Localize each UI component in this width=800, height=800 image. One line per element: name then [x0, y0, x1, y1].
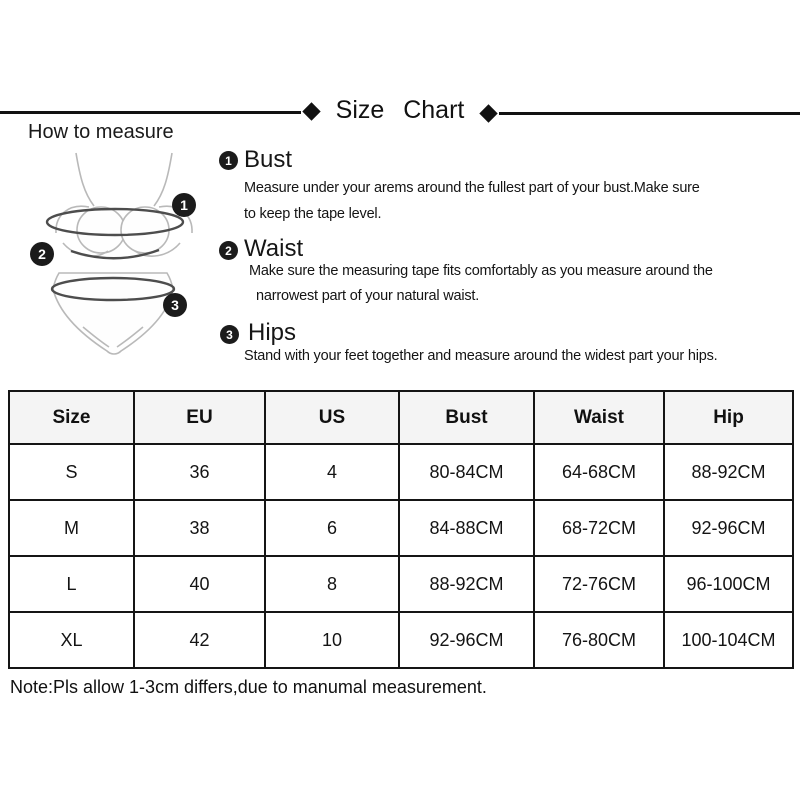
cell-us: 4: [264, 443, 400, 501]
table-row-s: S 36 4 80-84CM 64-68CM 88-92CM: [8, 443, 794, 501]
header-rule-right: [499, 112, 800, 115]
bust-tape-icon: [45, 207, 185, 237]
header-rule-left: [0, 111, 301, 114]
illustration-marker-1: 1: [172, 193, 196, 217]
bust-instruction-line-2: to keep the tape level.: [244, 206, 382, 222]
col-header-waist: Waist: [533, 390, 665, 445]
bra-strap-right-icon: [153, 152, 173, 207]
hip-tape-icon: [50, 276, 176, 302]
cell-eu: 38: [133, 499, 266, 557]
how-to-measure-title: How to measure: [28, 121, 174, 143]
cell-size: XL: [8, 611, 135, 669]
section-body-bust: Measure under your arems around the full…: [244, 175, 700, 227]
section-title-waist: Waist: [244, 235, 304, 262]
cell-hip: 88-92CM: [663, 443, 794, 501]
cell-bust: 84-88CM: [398, 499, 535, 557]
section-number-bust: 1: [219, 151, 238, 170]
bra-cup-left-icon: [76, 206, 126, 254]
cell-us: 10: [264, 611, 400, 669]
bra-strap-left-icon: [75, 152, 95, 207]
section-number-hips: 3: [220, 325, 239, 344]
cell-waist: 68-72CM: [533, 499, 665, 557]
waist-instruction-line-2: narrowest part of your natural waist.: [256, 288, 480, 304]
cell-bust: 88-92CM: [398, 555, 535, 613]
bra-band-right-icon: [134, 242, 181, 257]
measurement-note: Note:Pls allow 1-3cm differs,due to manu…: [10, 677, 487, 697]
cell-bust: 92-96CM: [398, 611, 535, 669]
col-header-hip: Hip: [663, 390, 794, 445]
bikini-measure-illustration: [45, 152, 193, 355]
cell-waist: 76-80CM: [533, 611, 665, 669]
panty-outline-icon: [52, 272, 174, 355]
cell-eu: 40: [133, 555, 266, 613]
hips-instruction-line-1: Stand with your feet together and measur…: [244, 348, 718, 364]
illustration-marker-3: 3: [163, 293, 187, 317]
col-header-bust: Bust: [398, 390, 535, 445]
cell-waist: 64-68CM: [533, 443, 665, 501]
panty-leg-right-icon: [116, 326, 144, 348]
section-title-hips: Hips: [248, 319, 297, 346]
table-row-l: L 40 8 88-92CM 72-76CM 96-100CM: [8, 555, 794, 613]
table-row-m: M 38 6 84-88CM 68-72CM 92-96CM: [8, 499, 794, 557]
bra-cup-right-icon: [120, 206, 170, 254]
cell-hip: 96-100CM: [663, 555, 794, 613]
col-header-eu: EU: [133, 390, 266, 445]
panty-leg-left-icon: [82, 326, 110, 348]
section-body-hips: Stand with your feet together and measur…: [244, 348, 718, 364]
section-number-waist: 2: [219, 241, 238, 260]
cell-eu: 42: [133, 611, 266, 669]
col-header-size: Size: [8, 390, 135, 445]
cell-waist: 72-76CM: [533, 555, 665, 613]
size-table: Size EU US Bust Waist Hip S 36 4 80-84CM…: [8, 390, 794, 669]
waist-tape-icon: [70, 248, 160, 260]
table-row-xl: XL 42 10 92-96CM 76-80CM 100-104CM: [8, 611, 794, 669]
cell-hip: 92-96CM: [663, 499, 794, 557]
cell-us: 6: [264, 499, 400, 557]
cell-size: S: [8, 443, 135, 501]
waist-instruction-line-1: Make sure the measuring tape fits comfor…: [249, 263, 713, 279]
cell-bust: 80-84CM: [398, 443, 535, 501]
cell-eu: 36: [133, 443, 266, 501]
col-header-us: US: [264, 390, 400, 445]
cell-us: 8: [264, 555, 400, 613]
section-body-waist: Make sure the measuring tape fits comfor…: [249, 259, 713, 309]
table-header-row: Size EU US Bust Waist Hip: [8, 390, 794, 445]
bust-instruction-line-1: Measure under your arems around the full…: [244, 180, 700, 196]
section-title-bust: Bust: [244, 146, 293, 173]
illustration-marker-2: 2: [30, 242, 54, 266]
cell-size: M: [8, 499, 135, 557]
cell-hip: 100-104CM: [663, 611, 794, 669]
page-title: Size Chart: [335, 96, 465, 124]
cell-size: L: [8, 555, 135, 613]
